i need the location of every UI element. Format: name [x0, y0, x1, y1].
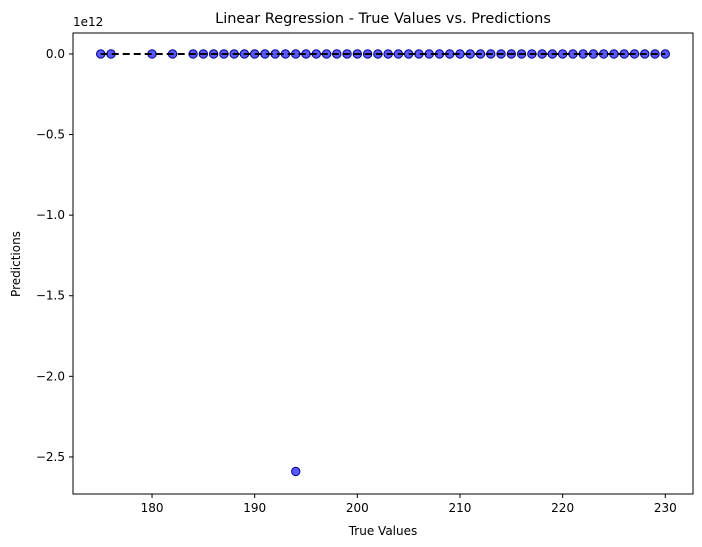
x-tick-label: 210 — [449, 501, 472, 515]
chart-title: Linear Regression - True Values vs. Pred… — [215, 11, 551, 27]
y-axis-label: Predictions — [9, 231, 23, 297]
y-tick-label: −1.0 — [36, 208, 65, 222]
y-offset-label: 1e12 — [73, 15, 103, 29]
plot-frame — [72, 32, 694, 495]
x-axis-label: True Values — [348, 524, 418, 538]
x-tick-label: 230 — [654, 501, 677, 515]
x-tick-label: 200 — [346, 501, 369, 515]
x-tick-label: 180 — [141, 501, 164, 515]
y-tick-label: −2.0 — [36, 369, 65, 383]
y-tick-label: 0.0 — [46, 47, 65, 61]
y-tick-label: −0.5 — [36, 128, 65, 142]
y-axis: 0.0 −0.5 −1.0 −1.5 −2.0 −2.5 — [36, 47, 73, 464]
points-layer — [96, 49, 670, 477]
x-tick-label: 190 — [243, 501, 266, 515]
data-point — [291, 466, 301, 477]
y-tick-label: −1.5 — [36, 289, 65, 303]
x-tick-label: 220 — [551, 501, 574, 515]
x-axis: 180 190 200 210 220 230 — [141, 494, 677, 515]
y-tick-label: −2.5 — [36, 450, 65, 464]
plot-area — [72, 32, 694, 495]
